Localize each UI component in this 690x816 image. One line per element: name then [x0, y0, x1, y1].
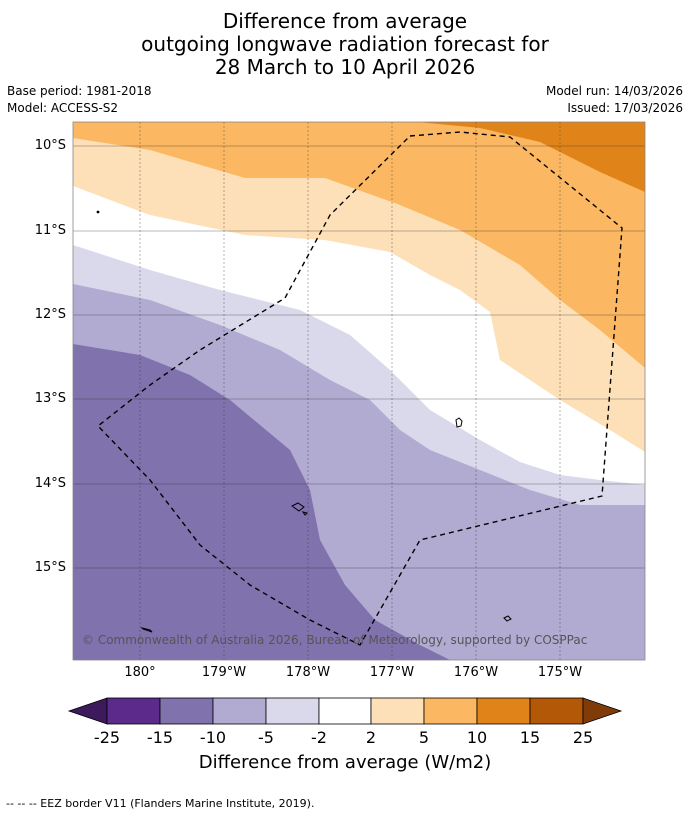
island-southwest — [140, 627, 153, 633]
colorbar-swatch-m15-m10 — [159, 697, 214, 725]
colorbar-tick-m15: -15 — [146, 728, 174, 747]
lat-label-10s: 10°S — [34, 138, 66, 153]
lon-label-175w: 175°W — [537, 665, 583, 680]
colorbar-swatch-m10-m5 — [212, 697, 267, 725]
lat-label-11s: 11°S — [34, 223, 66, 238]
lon-label-178w: 178°W — [285, 665, 331, 680]
colorbar-swatch-p10-p15 — [476, 697, 531, 725]
copyright-notice: © Commonwealth of Australia 2026, Bureau… — [82, 633, 588, 647]
island-south — [503, 615, 512, 622]
lat-label-15s: 15°S — [34, 560, 66, 575]
title-line-2: outgoing longwave radiation forecast for — [141, 32, 549, 56]
map-frame — [72, 121, 646, 661]
lon-label-177w: 177°W — [369, 665, 415, 680]
colorbar-swatch-m2-p2 — [318, 697, 372, 725]
colorbar-tick-p2: 2 — [365, 728, 377, 747]
base-period: Base period: 1981-2018 — [7, 84, 152, 98]
band-p10-15 — [418, 122, 645, 192]
colorbar-tick-m5: -5 — [258, 728, 274, 747]
colorbar-swatch-p5-p10 — [423, 697, 478, 725]
lat-label-12s: 12°S — [34, 307, 66, 322]
band-m10-15 — [73, 344, 450, 660]
colorbar-title: Difference from average (W/m2) — [198, 752, 492, 773]
island-east — [455, 417, 463, 428]
eez-footnote: -- -- -- EEZ border V11 (Flanders Marine… — [6, 797, 315, 810]
eez-border — [96, 131, 623, 646]
island-central — [291, 502, 308, 516]
title-line-1: Difference from average — [222, 9, 468, 33]
colorbar-extend-high — [582, 697, 623, 725]
colorbar-swatch-m25-m15 — [106, 697, 161, 725]
islands — [96, 210, 512, 633]
lon-label-179w: 179°W — [201, 665, 247, 680]
colorbar-tick-m2: -2 — [311, 728, 327, 747]
map-field — [73, 122, 645, 660]
model-run: Model run: 14/03/2026 — [545, 84, 683, 98]
lon-label-176w: 176°W — [453, 665, 499, 680]
model-name: Model: ACCESS-S2 — [7, 101, 119, 115]
lon-label-180: 180° — [124, 665, 156, 680]
colorbar-tick-m25: -25 — [93, 728, 121, 747]
colorbar — [67, 697, 623, 725]
colorbar-swatch-p15-p25 — [529, 697, 584, 725]
colorbar-tick-p5: 5 — [418, 728, 430, 747]
title-line-3: 28 March to 10 April 2026 — [214, 55, 476, 79]
colorbar-extend-low — [67, 697, 108, 725]
colorbar-swatch-m5-m2 — [265, 697, 320, 725]
island-northwest — [96, 210, 100, 214]
colorbar-tick-m10: -10 — [199, 728, 227, 747]
lat-label-14s: 14°S — [34, 476, 66, 491]
colorbar-tick-p25: 25 — [572, 728, 594, 747]
colorbar-swatch-p2-p5 — [370, 697, 425, 725]
graticule — [73, 122, 645, 660]
lat-label-13s: 13°S — [34, 391, 66, 406]
band-m5-10-east — [420, 485, 645, 660]
issued-date: Issued: 17/03/2026 — [567, 101, 683, 115]
colorbar-tick-p15: 15 — [519, 728, 541, 747]
colorbar-tick-p10: 10 — [466, 728, 488, 747]
